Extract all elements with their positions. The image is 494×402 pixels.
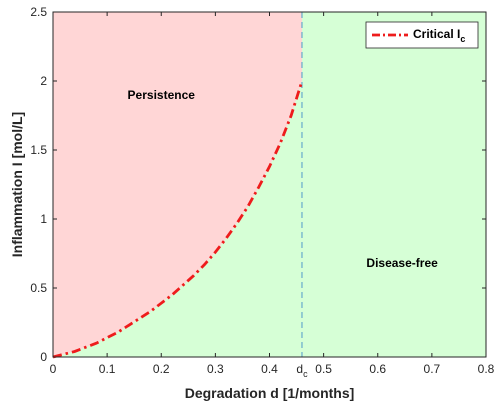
x-tick-label: 0.1	[99, 362, 116, 376]
x-tick-label: 0	[50, 362, 57, 376]
x-tick-label: 0.8	[478, 362, 494, 376]
y-axis-label: Inflammation I [mol/L]	[9, 112, 25, 257]
y-tick-label: 0	[40, 350, 47, 364]
y-tick-label: 0.5	[30, 281, 47, 295]
y-tick-label: 1	[40, 212, 47, 226]
critical-d-symbol: d	[296, 362, 303, 376]
critical-curve	[52, 80, 304, 359]
y-tick-label: 1.5	[30, 143, 47, 157]
critical-d-label: dc	[296, 362, 308, 379]
regions	[53, 12, 486, 357]
region-label-disease-free: Disease-free	[366, 256, 438, 270]
x-axis-label: Degradation d [1/months]	[185, 385, 355, 401]
x-tick-label: 0.7	[424, 362, 441, 376]
critical-d-subscript: c	[303, 369, 308, 379]
x-tick-label: 0.2	[153, 362, 170, 376]
x-tick-label: 0.6	[369, 362, 386, 376]
x-tick-label: 0.5	[315, 362, 332, 376]
legend: Critical Ic	[365, 21, 479, 49]
x-tick-label: 0.4	[261, 362, 278, 376]
y-tick-label: 2	[40, 74, 47, 88]
legend-entry-subscript: c	[460, 34, 465, 44]
legend-entry-name: Critical I	[413, 27, 460, 41]
y-tick-label: 2.5	[30, 5, 47, 19]
region-persistence	[53, 12, 302, 357]
legend-entry: Critical Ic	[413, 27, 465, 44]
axis-ticks: 0 0.1 0.2 0.3 0.4 0.5 0.6 0.7 0.8 0 0.5 1 1.5 2 2.5	[30, 5, 494, 376]
region-label-persistence: Persistence	[128, 88, 196, 102]
x-tick-label: 0.3	[207, 362, 224, 376]
